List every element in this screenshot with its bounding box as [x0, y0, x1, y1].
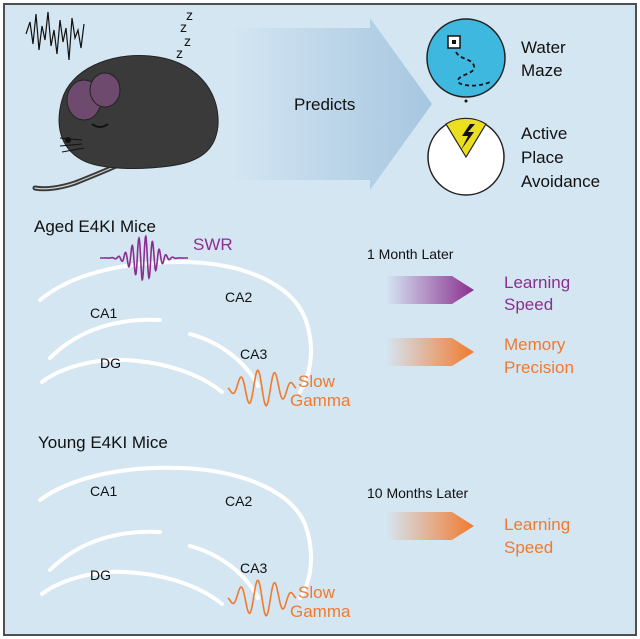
active-label-line2: Place: [521, 148, 564, 167]
young-slow-gamma-wave: [227, 579, 297, 617]
aged-ca1-label: CA1: [90, 305, 117, 321]
predicts-label: Predicts: [294, 95, 355, 114]
young-later-label: 10 Months Later: [367, 485, 469, 501]
swr-wave: [100, 234, 188, 282]
predicts-arrow: [230, 18, 432, 190]
sleep-z: z: [176, 45, 183, 61]
aged-ca3-label: CA3: [240, 346, 267, 362]
aged-memory-arrow: [386, 338, 474, 366]
young-gamma-label: Gamma: [290, 602, 351, 621]
aged-later-label: 1 Month Later: [367, 246, 454, 262]
young-outcome-line1: Learning: [504, 515, 570, 534]
active-place-avoidance-icon: [427, 117, 505, 196]
aged-title: Aged E4KI Mice: [34, 217, 156, 236]
young-ca3-label: CA3: [240, 560, 267, 576]
aged-ca2-label: CA2: [225, 289, 252, 305]
young-ca1-label: CA1: [90, 483, 117, 499]
young-learning-arrow: [386, 512, 474, 540]
young-ca2-label: CA2: [225, 493, 252, 509]
young-dg-label: DG: [90, 567, 111, 583]
aged-gamma-label: Gamma: [290, 391, 351, 410]
aged-dg-label: DG: [100, 355, 121, 371]
young-slow-label: Slow: [298, 583, 336, 602]
sleep-z: z: [184, 33, 191, 49]
eeg-trace: [25, 11, 85, 61]
aged-hippocampus: [38, 259, 313, 394]
active-label-line1: Active: [521, 124, 567, 143]
water-maze-icon: [426, 18, 506, 98]
aged-outcome2-line2: Precision: [504, 358, 574, 377]
young-title: Young E4KI Mice: [38, 433, 168, 452]
aged-slow-gamma-wave: [227, 369, 297, 407]
swr-label: SWR: [193, 235, 233, 254]
active-label-line3: Avoidance: [521, 172, 600, 191]
young-outcome-line2: Speed: [504, 538, 553, 557]
water-maze-label-line1: Water: [521, 38, 566, 57]
aged-learning-arrow: [386, 276, 474, 304]
water-maze-label-line2: Maze: [521, 61, 563, 80]
sleep-z: z: [180, 19, 187, 35]
sleep-z: z: [186, 7, 193, 23]
aged-slow-label: Slow: [298, 372, 336, 391]
aged-outcome1-line2: Speed: [504, 295, 553, 314]
separator-dot: [464, 99, 468, 103]
sleeping-mouse-icon: [32, 54, 219, 192]
aged-outcome2-line1: Memory: [504, 335, 566, 354]
aged-outcome1-line1: Learning: [504, 273, 570, 292]
